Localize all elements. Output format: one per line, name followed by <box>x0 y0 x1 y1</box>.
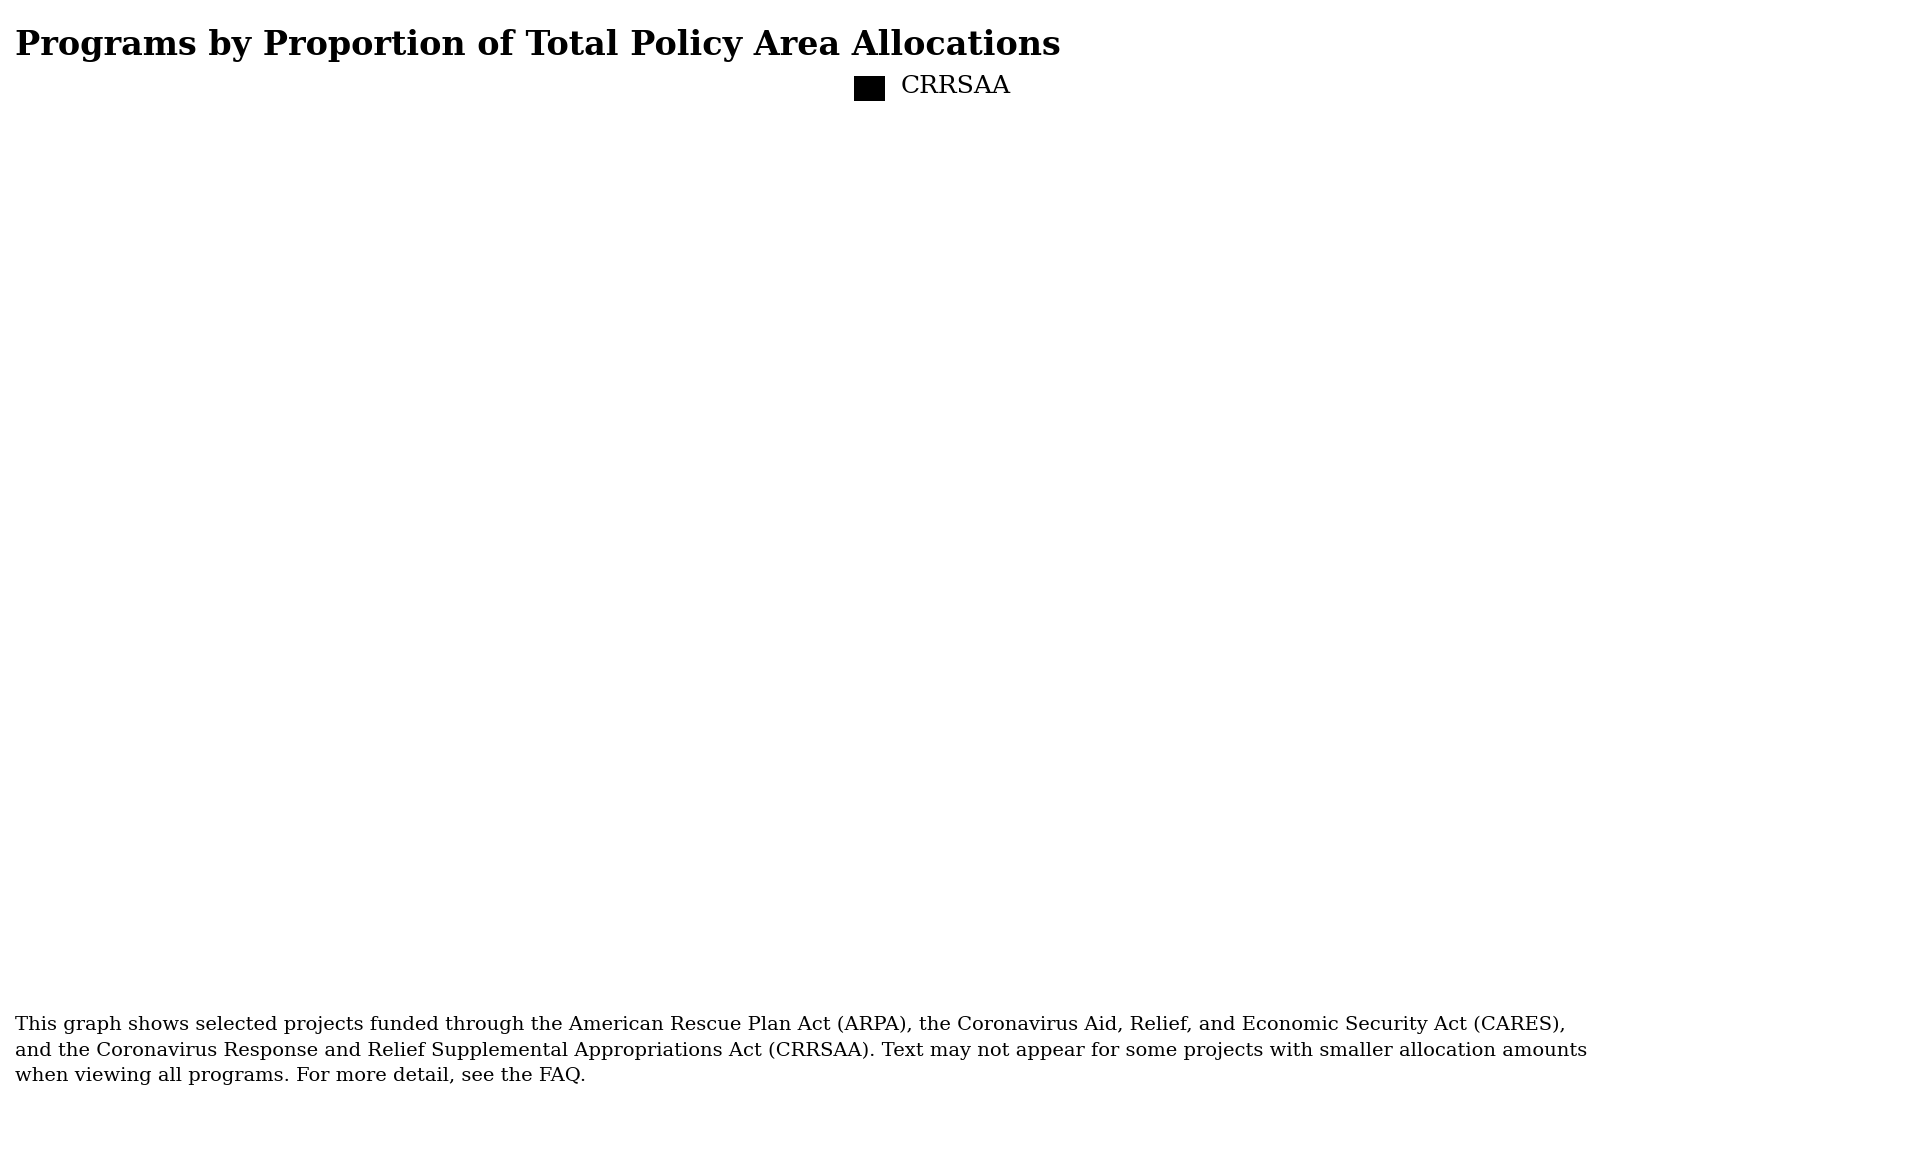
Text: Emergency Rental: Emergency Rental <box>177 276 1743 426</box>
Text: Assistance (ERA1): Assistance (ERA1) <box>179 490 1741 639</box>
Text: CRRSAA: CRRSAA <box>900 75 1010 98</box>
Text: Programs by Proportion of Total Policy Area Allocations: Programs by Proportion of Total Policy A… <box>15 29 1062 62</box>
Text: $72,808,624: $72,808,624 <box>424 738 1496 887</box>
Text: This graph shows selected projects funded through the American Rescue Plan Act (: This graph shows selected projects funde… <box>15 1016 1588 1085</box>
